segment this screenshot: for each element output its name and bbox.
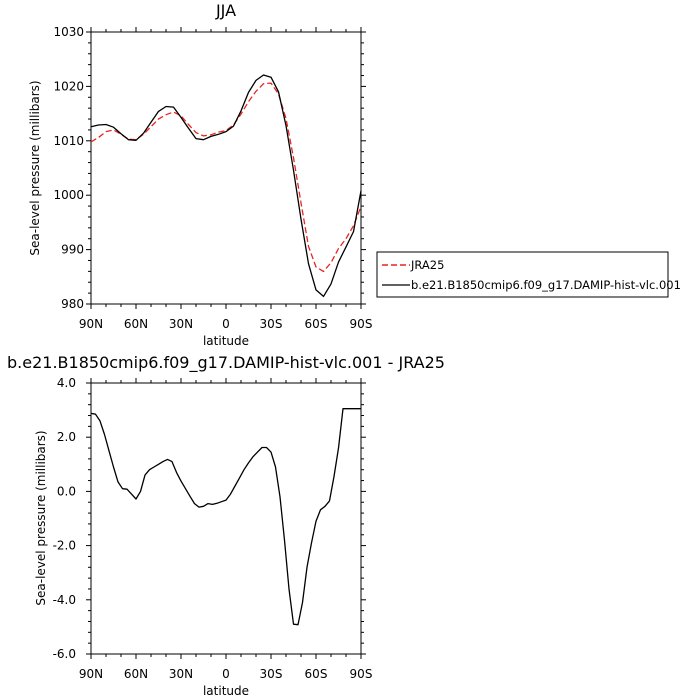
series-line-0-0 [90,82,362,273]
x-axis-label: latitude [203,334,249,348]
y-tick-label: -2.0 [53,539,76,553]
x-tick-label: 0 [222,317,230,331]
plot-frame-2 [90,382,362,655]
y-tick-label: 1020 [53,79,84,93]
x-tick-label: 30N [169,667,193,681]
plot-frame [90,31,362,305]
x-tick-label: 30S [260,317,283,331]
legend-label-jra25: JRA25 [410,258,444,272]
x-tick-label: 60N [124,667,148,681]
x-tick-label: 30N [169,317,193,331]
y-tick-label: 1010 [53,134,84,148]
legend-box [376,251,669,298]
difference-chart-title: b.e21.B1850cmip6.f09_g17.DAMIP-hist-vlc.… [7,353,445,373]
series-line-0-1 [90,74,362,298]
y-tick-label: 1000 [53,188,84,202]
x-tick-label: 90S [350,667,373,681]
chart-title: JJA [215,1,236,20]
y-tick-label: 4.0 [57,376,76,390]
legend: JRA25 b.e21.B1850cmip6.f09_g17.DAMIP-his… [376,251,681,298]
y-axis-label: Sea-level pressure (millibars) [28,80,42,255]
x-tick-label: 60S [305,317,328,331]
pressure-plot-area [86,27,366,309]
series-line-1-0 [90,408,361,626]
y-tick-label: -4.0 [53,593,76,607]
y-axis-label-2: Sea-level pressure (millibars) [34,430,48,605]
x-tick-label: 90N [79,317,103,331]
x-tick-label: 90N [79,667,103,681]
x-tick-label: 90S [350,317,373,331]
x-tick-label: 30S [260,667,283,681]
y-tick-label: -6.0 [53,647,76,661]
x-axis-label-2: latitude [203,684,249,698]
y-tick-label: 2.0 [57,430,76,444]
x-tick-label: 60S [305,667,328,681]
legend-label-model: b.e21.B1850cmip6.f09_g17.DAMIP-hist-vlc.… [411,278,681,292]
y-tick-label: 990 [61,243,84,257]
y-tick-label: 980 [61,297,84,311]
y-tick-label: 0.0 [57,484,76,498]
x-tick-label: 0 [222,667,230,681]
x-tick-label: 60N [124,317,148,331]
difference-plot-area [86,378,366,659]
y-tick-label: 1030 [53,25,84,39]
